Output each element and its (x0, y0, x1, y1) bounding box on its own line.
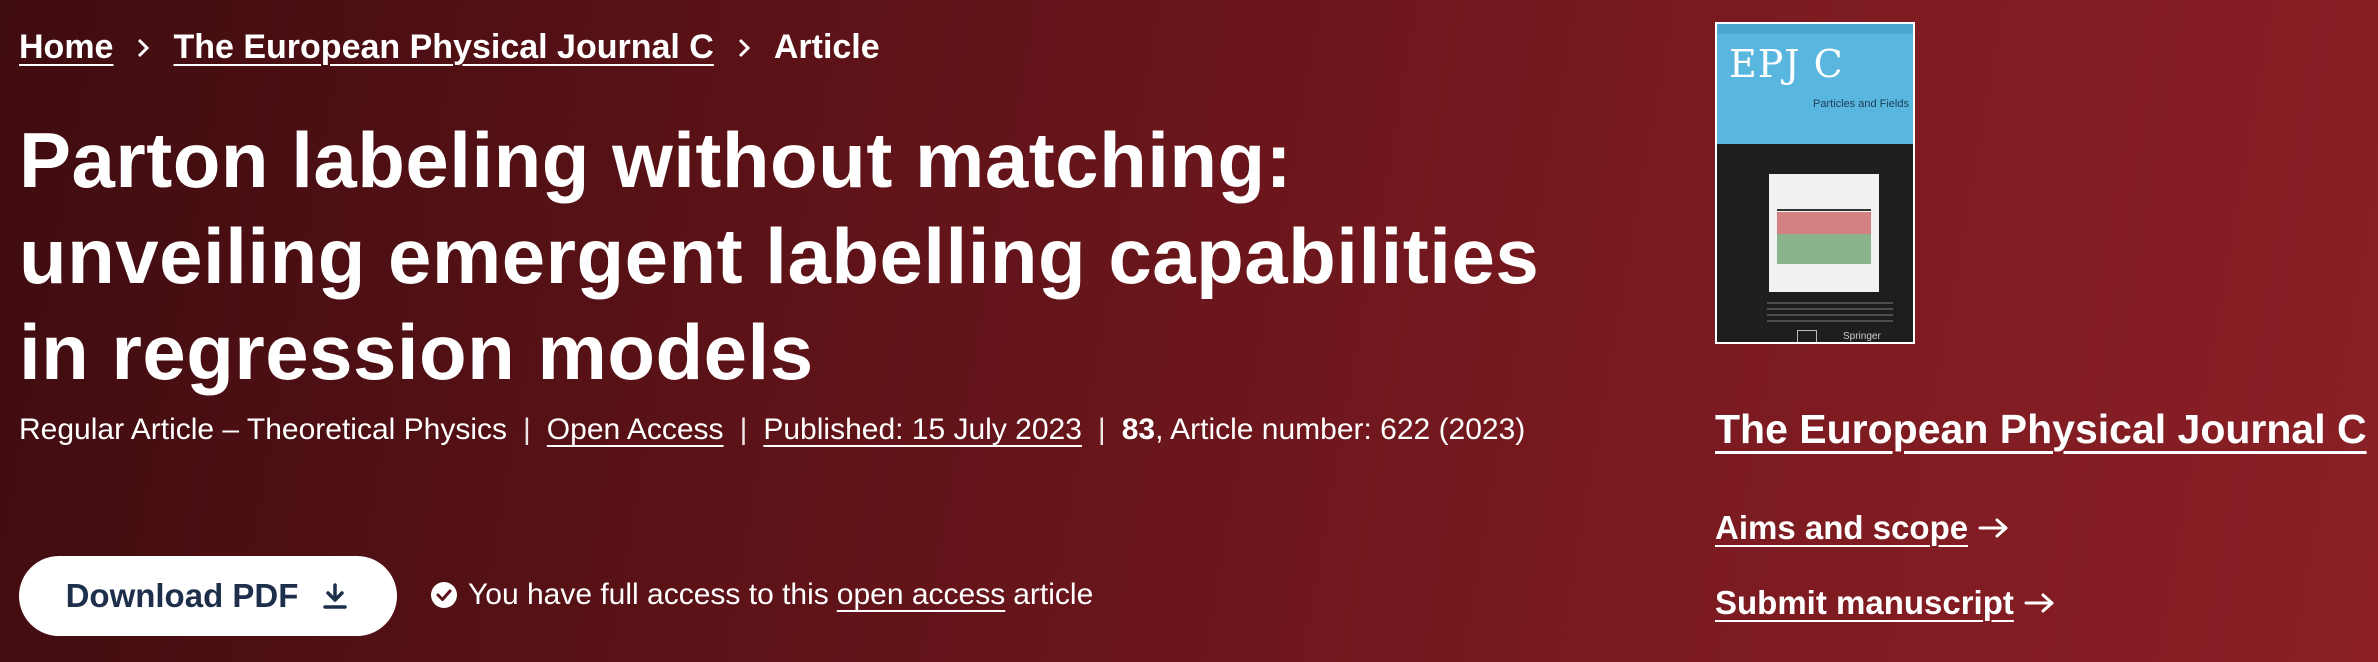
breadcrumb: Home The European Physical Journal C Art… (19, 28, 880, 67)
submit-manuscript-link[interactable]: Submit manuscript (1715, 584, 2056, 622)
volume-number: 83 (1121, 413, 1156, 446)
publisher-logo: Springer (1843, 331, 1881, 342)
open-access-note-link[interactable]: open access (836, 578, 1006, 611)
meta-divider: | (739, 413, 748, 446)
article-meta: Regular Article – Theoretical Physics | … (19, 413, 1525, 447)
cover-header: EPJ C Particles and Fields (1717, 24, 1913, 144)
cover-body: Springer (1717, 144, 1913, 342)
article-number: , Article number: 622 (2023) (1155, 413, 1526, 446)
chevron-right-icon (732, 36, 756, 60)
arrow-right-icon (2024, 591, 2056, 615)
access-suffix: article (1013, 578, 1094, 611)
cover-figure-line (1777, 209, 1871, 211)
article-type: Regular Article – Theoretical Physics (19, 413, 507, 446)
cover-caption (1767, 302, 1893, 322)
aims-and-scope-label: Aims and scope (1715, 509, 1969, 546)
check-circle-icon (430, 581, 458, 609)
breadcrumb-home-link[interactable]: Home (19, 28, 114, 66)
arrow-right-icon (1978, 516, 2010, 540)
breadcrumb-current: Article (773, 28, 880, 66)
journal-name-link[interactable]: The European Physical Journal C (1715, 406, 2367, 452)
submit-manuscript-label: Submit manuscript (1715, 584, 2014, 621)
journal-cover-image[interactable]: EPJ C Particles and Fields Springer (1715, 22, 1915, 344)
meta-divider: | (1097, 413, 1106, 446)
cover-title: EPJ C (1729, 42, 1844, 86)
cover-figure-band (1777, 234, 1871, 264)
access-prefix: You have full access to this (468, 578, 829, 611)
chevron-right-icon (131, 36, 155, 60)
meta-divider: | (523, 413, 531, 446)
article-title: Parton labeling without matching: unveil… (19, 116, 1540, 396)
download-pdf-label: Download PDF (65, 577, 299, 614)
society-logo (1797, 330, 1817, 342)
download-icon (320, 581, 350, 611)
cover-subtitle: Particles and Fields (1813, 98, 1909, 110)
open-access-link[interactable]: Open Access (546, 413, 724, 446)
breadcrumb-journal-link[interactable]: The European Physical Journal C (173, 28, 714, 66)
cover-figure (1769, 174, 1879, 292)
aims-and-scope-link[interactable]: Aims and scope (1715, 509, 2010, 547)
cover-strip (1717, 24, 1913, 34)
download-pdf-button[interactable]: Download PDF (19, 556, 397, 636)
published-date-link[interactable]: Published: 15 July 2023 (763, 413, 1082, 446)
access-note: You have full access to this open access… (430, 578, 1093, 612)
cover-figure-band (1777, 212, 1871, 234)
